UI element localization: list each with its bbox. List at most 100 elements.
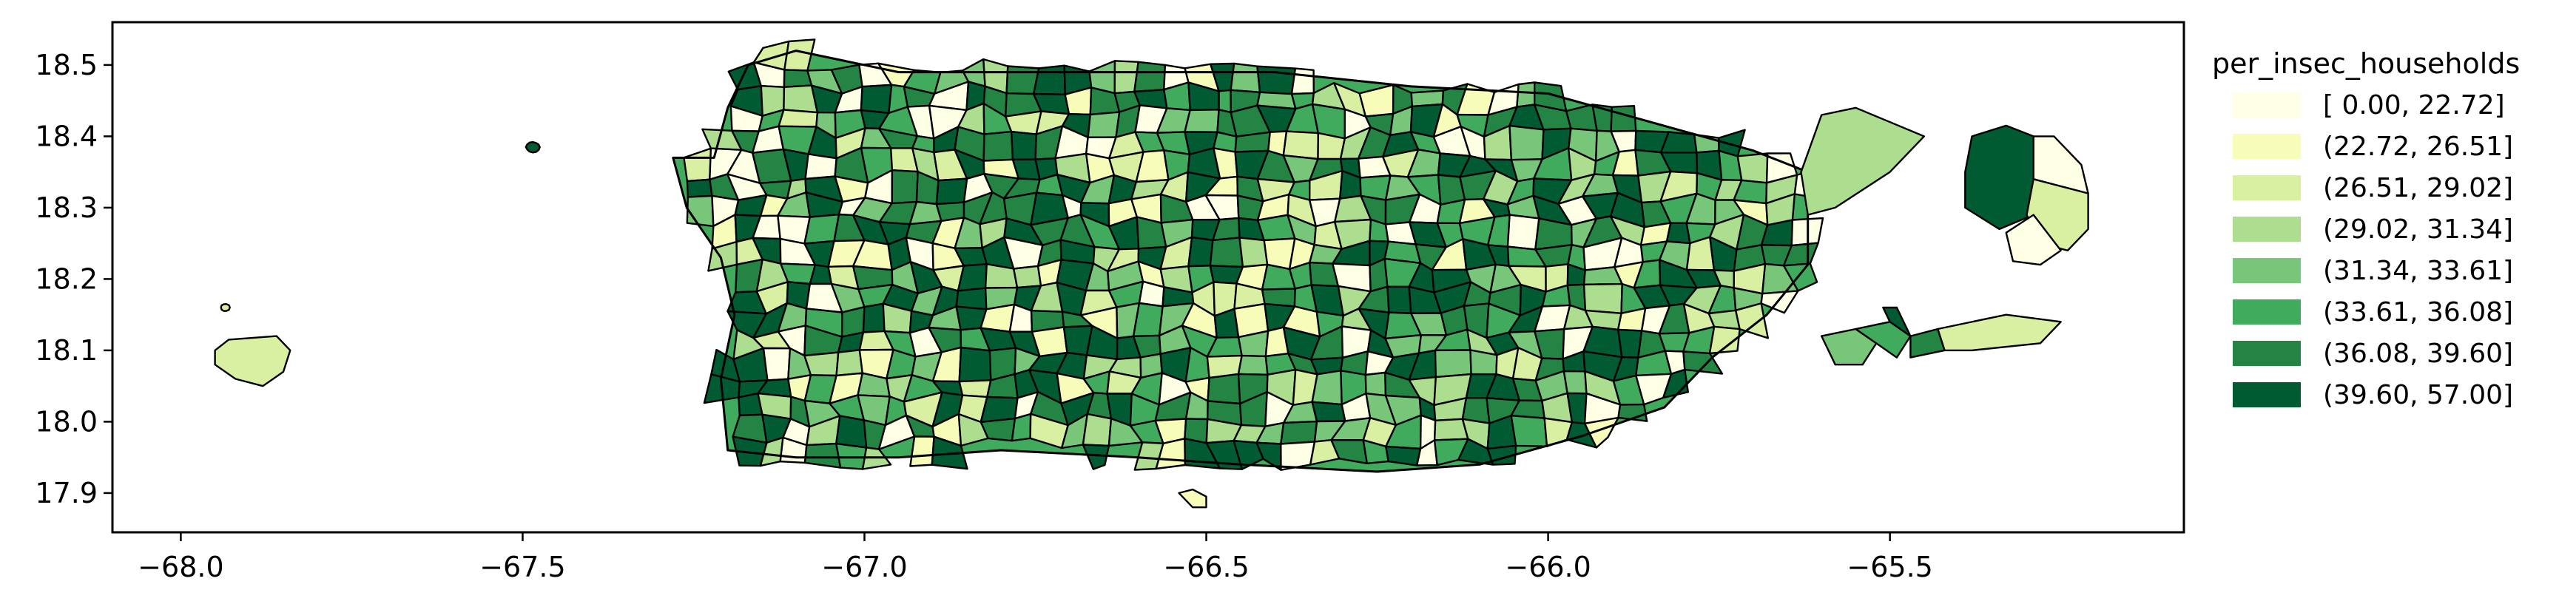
census-tract [1012,265,1042,289]
census-tract [958,379,992,398]
census-tract [1736,152,1769,184]
legend-label: (36.08, 39.60] [2323,338,2514,369]
monito-island [220,303,231,312]
legend-label: (31.34, 33.61] [2323,255,2514,286]
census-tract [1508,124,1545,161]
census-tract [1280,420,1318,445]
census-tract [1184,109,1220,133]
census-tract [803,442,842,469]
census-tract [935,177,968,206]
y-tick-label: 18.4 [35,120,98,152]
legend-item: (22.72, 26.51] [2212,126,2560,167]
legend-items: [ 0.00, 22.72] (22.72, 26.51] (26.51, 29.0… [2212,84,2560,415]
desecheo-island [525,140,541,154]
y-tick-label: 18.3 [35,191,98,224]
census-tract [778,109,819,128]
census-tract [957,263,988,292]
northeast-offshore-tract [1800,106,1926,216]
x-axis: −68.0 −67.5 −67.0 −66.5 −66.0 −65.5 [138,532,1933,583]
census-tract [1282,130,1320,160]
census-tract [1138,280,1165,308]
legend-item: [ 0.00, 22.72] [2212,84,2560,126]
legend-swatch [2233,382,2301,407]
census-tract [1510,415,1548,447]
census-tract [1238,237,1269,268]
legend-swatch [2233,299,2301,325]
census-tract [1290,67,1315,95]
legend-swatch [2233,258,2301,283]
census-tract [1237,354,1269,376]
census-tract [958,346,992,383]
legend: per_insec_households [ 0.00, 22.72] (22.7… [2212,43,2560,415]
y-tick-label: 18.1 [35,334,98,367]
census-tract [1133,61,1167,93]
y-tick-label: 18.5 [35,49,98,81]
census-tract [1582,282,1623,314]
legend-swatch [2233,134,2301,159]
culebra-west-tract [1964,124,2034,231]
census-tract [1385,445,1422,466]
census-tract [1583,416,1619,449]
census-tract [1082,413,1113,447]
mona-island [214,335,291,387]
legend-item: (39.60, 57.00] [2212,374,2560,415]
legend-item: (31.34, 33.61] [2212,250,2560,291]
legend-item: (33.61, 36.08] [2212,291,2560,333]
legend-title: per_insec_households [2212,47,2521,80]
x-tick-label: −66.5 [1163,551,1249,583]
census-tract [860,84,893,115]
census-tract [803,351,840,377]
legend-label: [ 0.00, 22.72] [2323,89,2505,121]
census-tract [1610,104,1637,132]
census-tract [1087,111,1121,139]
x-tick-label: −66.0 [1505,551,1591,583]
legend-label: (26.51, 29.02] [2323,172,2514,203]
vieques-tract [1855,321,1912,359]
legend-item: (29.02, 31.34] [2212,208,2560,250]
x-tick-label: −65.5 [1847,551,1932,583]
census-tract [1207,373,1241,405]
census-tract [835,415,868,449]
census-tract [1230,62,1261,94]
census-tract [1032,64,1066,96]
census-tract [1082,444,1110,470]
census-tract [1506,214,1540,251]
census-tract [1469,349,1498,376]
x-tick-label: −67.0 [821,551,907,583]
census-tract [1434,349,1472,379]
census-tract [835,349,864,377]
census-tract [1209,237,1244,268]
census-tract [1708,325,1741,355]
legend-label: (39.60, 57.00] [2323,379,2514,410]
legend-item: (36.08, 39.60] [2212,333,2560,374]
legend-label: (33.61, 36.08] [2323,296,2514,328]
census-tract [804,153,837,180]
census-tract [909,435,935,467]
census-tract [762,347,792,381]
y-axis: 18.5 18.4 18.3 18.2 18.1 18.0 17.9 [35,49,112,509]
legend-swatch [2233,217,2301,242]
census-tract [1311,401,1346,423]
y-tick-label: 17.9 [35,477,98,509]
legend-swatch [2233,175,2301,200]
census-tract [1386,285,1412,314]
x-tick-label: −68.0 [138,551,223,583]
census-tract [1218,89,1232,114]
census-tract [1734,302,1770,339]
culebra-south-tract [2005,214,2062,266]
census-tract [982,130,1014,162]
census-tract [955,287,988,311]
census-tract [891,169,919,205]
y-tick-label: 18.2 [35,262,98,295]
legend-item: (26.51, 29.02] [2212,167,2560,208]
census-tract [1187,236,1214,268]
census-tract [686,194,715,228]
census-tract [862,302,886,333]
puerto-rico-coastline [672,50,1810,473]
vieques-tract [1937,313,2062,352]
census-tract [1010,130,1037,161]
y-tick-label: 18.0 [35,405,98,438]
legend-swatch [2233,92,2301,118]
census-tract [1364,371,1387,397]
